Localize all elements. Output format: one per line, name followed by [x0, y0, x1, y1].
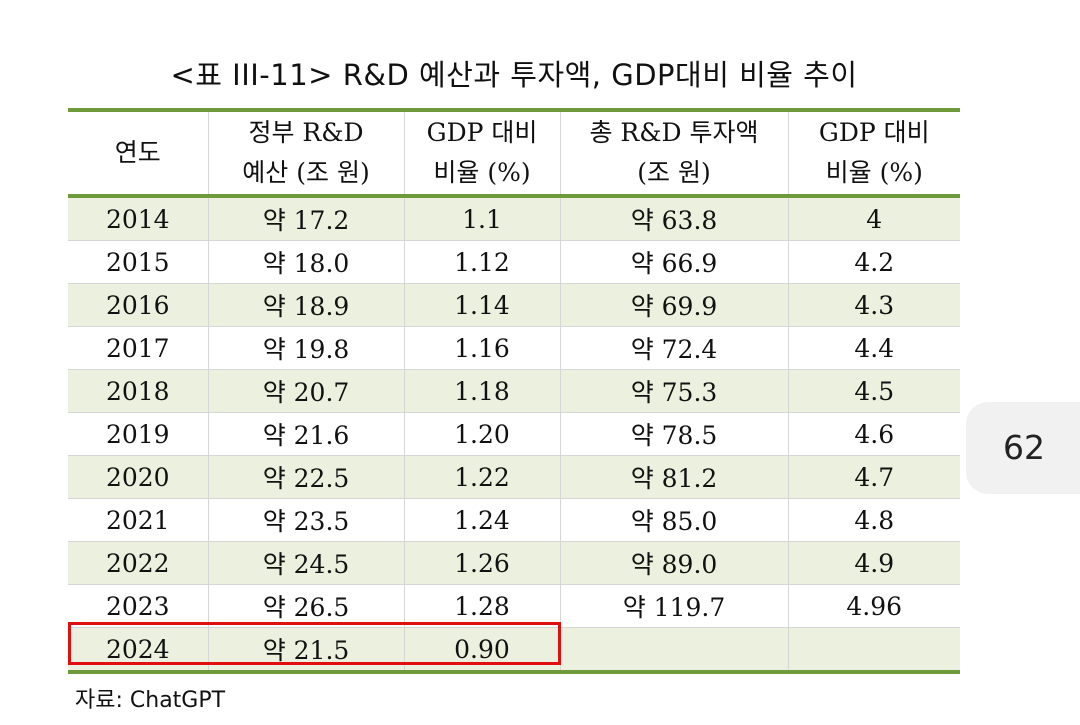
cell-year: 2017: [68, 326, 209, 370]
data-table-container: 연도 정부 R&D 예산 (조 원) GDP 대비 비율 (%) 총 R&D 투…: [68, 108, 960, 674]
cell-gov-ratio: 1.16: [404, 326, 561, 370]
cell-year: 2014: [68, 196, 209, 241]
cell-gov-budget: 약 19.8: [208, 326, 405, 370]
cell-total-ratio: 4.5: [788, 369, 960, 413]
cell-total-ratio: 4.6: [788, 412, 960, 456]
header-label-line2: 비율 (%): [433, 158, 531, 187]
cell-gov-budget: 약 26.5: [208, 584, 405, 628]
header-label-line2: (조 원): [637, 158, 711, 187]
cell-total-investment: [560, 627, 789, 674]
cell-total-investment: 약 75.3: [560, 369, 789, 413]
header-gov-budget: 정부 R&D 예산 (조 원): [208, 108, 405, 198]
cell-year: 2023: [68, 584, 209, 628]
table-row: 2016 약 18.9 1.14 약 69.9 4.3: [68, 283, 960, 327]
page-number: 62: [1003, 428, 1045, 467]
cell-total-ratio: 4.4: [788, 326, 960, 370]
header-label-line1: 정부 R&D: [248, 118, 364, 147]
cell-total-ratio: 4.3: [788, 283, 960, 327]
table-row: 2022 약 24.5 1.26 약 89.0 4.9: [68, 541, 960, 585]
table-row-highlighted: 2024 약 21.5 0.90: [68, 627, 960, 674]
header-label-line1: 총 R&D 투자액: [589, 118, 759, 147]
page-number-badge: [966, 402, 1080, 494]
cell-gov-ratio: 1.1: [404, 196, 561, 241]
cell-gov-budget: 약 21.6: [208, 412, 405, 456]
cell-gov-ratio: 1.20: [404, 412, 561, 456]
table-row: 2018 약 20.7 1.18 약 75.3 4.5: [68, 369, 960, 413]
cell-gov-ratio: 1.14: [404, 283, 561, 327]
cell-gov-ratio: 0.90: [404, 627, 561, 674]
cell-gov-ratio: 1.26: [404, 541, 561, 585]
rnd-budget-table: 연도 정부 R&D 예산 (조 원) GDP 대비 비율 (%) 총 R&D 투…: [68, 108, 960, 674]
header-year: 연도: [68, 108, 209, 198]
table-row: 2014 약 17.2 1.1 약 63.8 4: [68, 196, 960, 241]
cell-total-ratio: 4.96: [788, 584, 960, 628]
source-note: 자료: ChatGPT: [75, 688, 226, 713]
cell-gov-budget: 약 23.5: [208, 498, 405, 542]
table-title: <표 III-11> R&D 예산과 투자액, GDP대비 비율 추이: [170, 58, 858, 92]
cell-year: 2020: [68, 455, 209, 499]
header-label-line1: GDP 대비: [818, 118, 930, 147]
cell-gov-budget: 약 18.9: [208, 283, 405, 327]
cell-total-ratio: 4.7: [788, 455, 960, 499]
cell-gov-ratio: 1.12: [404, 240, 561, 284]
cell-gov-budget: 약 21.5: [208, 627, 405, 674]
cell-gov-budget: 약 20.7: [208, 369, 405, 413]
cell-total-investment: 약 63.8: [560, 196, 789, 241]
cell-year: 2024: [68, 627, 209, 674]
cell-total-ratio: [788, 627, 960, 674]
cell-gov-budget: 약 18.0: [208, 240, 405, 284]
header-total-gdp-ratio: GDP 대비 비율 (%): [788, 108, 960, 198]
table-row: 2020 약 22.5 1.22 약 81.2 4.7: [68, 455, 960, 499]
cell-year: 2021: [68, 498, 209, 542]
cell-year: 2018: [68, 369, 209, 413]
header-label-line2: 예산 (조 원): [242, 158, 370, 187]
table-row: 2021 약 23.5 1.24 약 85.0 4.8: [68, 498, 960, 542]
cell-gov-budget: 약 17.2: [208, 196, 405, 241]
table-row: 2017 약 19.8 1.16 약 72.4 4.4: [68, 326, 960, 370]
cell-total-investment: 약 81.2: [560, 455, 789, 499]
cell-gov-budget: 약 22.5: [208, 455, 405, 499]
header-label-line2: 비율 (%): [825, 158, 923, 187]
cell-year: 2022: [68, 541, 209, 585]
header-total-investment: 총 R&D 투자액 (조 원): [560, 108, 789, 198]
cell-total-ratio: 4.2: [788, 240, 960, 284]
table-row: 2023 약 26.5 1.28 약 119.7 4.96: [68, 584, 960, 628]
cell-total-ratio: 4.8: [788, 498, 960, 542]
table-row: 2015 약 18.0 1.12 약 66.9 4.2: [68, 240, 960, 284]
cell-total-ratio: 4.9: [788, 541, 960, 585]
cell-total-investment: 약 72.4: [560, 326, 789, 370]
cell-total-investment: 약 89.0: [560, 541, 789, 585]
cell-gov-budget: 약 24.5: [208, 541, 405, 585]
cell-total-investment: 약 69.9: [560, 283, 789, 327]
cell-year: 2015: [68, 240, 209, 284]
header-label: 연도: [114, 138, 161, 167]
cell-year: 2016: [68, 283, 209, 327]
cell-total-investment: 약 85.0: [560, 498, 789, 542]
cell-gov-ratio: 1.22: [404, 455, 561, 499]
cell-total-ratio: 4: [788, 196, 960, 241]
header-gov-gdp-ratio: GDP 대비 비율 (%): [404, 108, 561, 198]
cell-year: 2019: [68, 412, 209, 456]
table-row: 2019 약 21.6 1.20 약 78.5 4.6: [68, 412, 960, 456]
header-label-line1: GDP 대비: [426, 118, 538, 147]
cell-total-investment: 약 119.7: [560, 584, 789, 628]
cell-gov-ratio: 1.24: [404, 498, 561, 542]
cell-total-investment: 약 78.5: [560, 412, 789, 456]
cell-total-investment: 약 66.9: [560, 240, 789, 284]
cell-gov-ratio: 1.18: [404, 369, 561, 413]
cell-gov-ratio: 1.28: [404, 584, 561, 628]
header-row: 연도 정부 R&D 예산 (조 원) GDP 대비 비율 (%) 총 R&D 투…: [68, 108, 960, 198]
